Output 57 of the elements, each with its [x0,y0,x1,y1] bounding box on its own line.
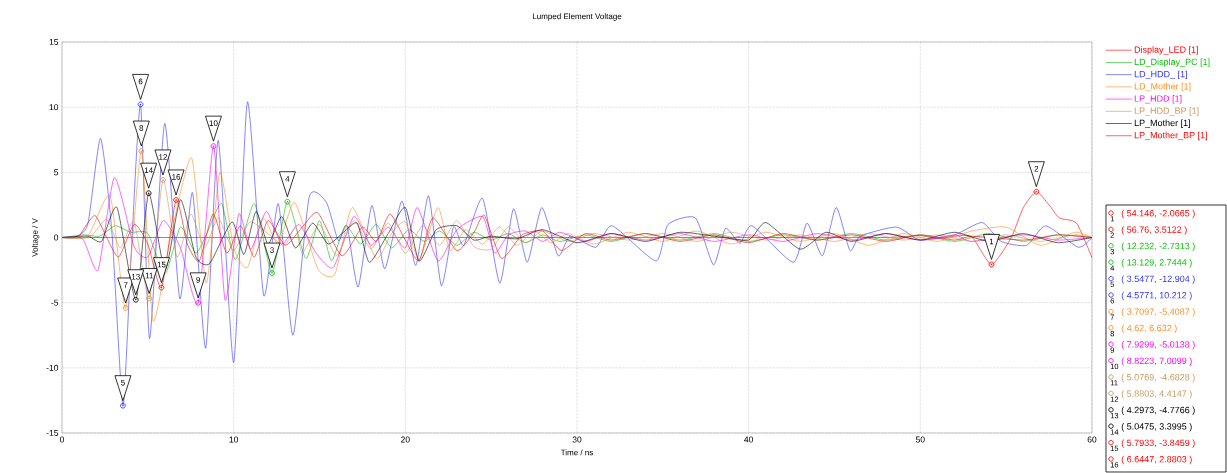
legend-label: LD_Mother [1] [1134,82,1191,92]
x-tick-label: 30 [572,436,582,443]
annotation: 15 [157,261,166,268]
legend-label: LD_HDD_ [1] [1134,70,1187,80]
chart-title: Lumped Element Voltage [532,13,622,21]
text: ( 5.0475, 3.3995 ) [1121,422,1192,432]
annotation: 3 [270,247,274,253]
text: ( 7.9299, -5.0138 ) [1121,340,1195,350]
text: ( 8.8223, 7.0099 ) [1121,357,1192,366]
annotation: 14 [144,167,153,173]
text: ( 12.232, -2.7313 ) [1121,242,1195,251]
y-tick-label: -15 [46,430,59,436]
text: ( 5.7933, -3.8459 ) [1121,439,1195,448]
text: ( 4.62, 6.632 ) [1121,324,1177,333]
annotation: 10 [209,120,218,126]
x-tick-label: 0 [59,436,65,443]
annotation: 13 [131,273,140,280]
text: ( 5.8803, 4.4147 ) [1121,390,1192,399]
annotation: 1 [989,238,994,245]
x-axis-title: Time / ns [560,449,593,456]
text: ( 3.5477, -12.904 ) [1121,275,1195,284]
text: ( 4.2973, -4.7766 ) [1121,406,1195,415]
legend-label: LP_HDD [1] [1134,95,1182,104]
annotation: 6 [138,78,143,85]
legend-label: Display_LED [1] [1134,46,1198,55]
legend-label: LP_HDD_BP [1] [1134,107,1199,116]
x-tick-label: 50 [915,436,925,443]
text: ( 4.5771, 10.212 ) [1121,291,1192,301]
text: ( 6.6447, 2.8803 ) [1121,455,1192,465]
annotation: 12 [159,154,167,160]
annotation: 4 [285,175,290,182]
text: ( 54.146, -2.0665 ) [1121,209,1195,219]
annotation: 8 [139,125,144,131]
legend-label: LP_Mother_BP [1] [1134,131,1207,141]
annotation: 9 [196,277,200,283]
y-tick-label: 10 [49,104,59,111]
y-tick-label: -10 [46,364,59,371]
legend-label: LP_Mother [1] [1134,119,1190,128]
y-axis-title: Voltage / V [31,218,40,257]
annotation: 16 [172,174,181,180]
y-tick-label: 5 [54,169,59,176]
x-tick-label: 40 [744,436,754,443]
text: ( 13.129, 2.7444 ) [1121,258,1192,268]
text: ( 3.7097, -5.4087 ) [1121,308,1195,317]
x-tick-label: 10 [229,436,239,443]
annotation: 7 [123,282,128,288]
annotation: 11 [145,272,153,279]
annotation: 2 [1034,165,1039,172]
y-tick-label: 15 [49,39,59,45]
text: ( 56.76, 3.5122 ) [1121,226,1187,235]
x-tick-label: 20 [401,436,410,443]
x-tick-label: 60 [1087,436,1097,443]
y-tick-label: 0 [54,234,59,241]
legend-label: LD_Display_PC [1] [1134,58,1210,67]
y-tick-label: -5 [51,299,59,306]
text: ( 5.0769, -4.6828 ) [1121,373,1195,383]
annotation: 5 [121,379,125,386]
